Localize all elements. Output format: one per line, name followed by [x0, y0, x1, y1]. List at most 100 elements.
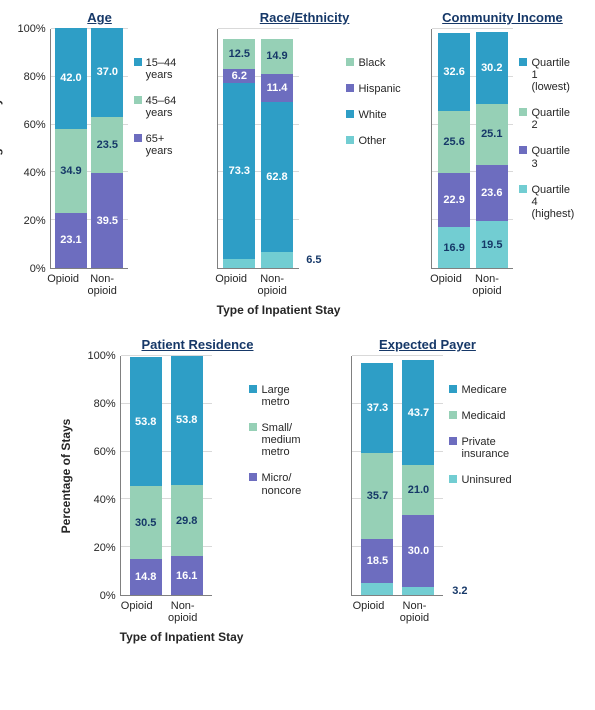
segment-value: 29.8 [176, 515, 197, 527]
bar-segment: 30.5 [130, 486, 162, 559]
bars-container: 23.134.942.039.523.537.0 [51, 29, 128, 268]
bar-segment: 30.0 [402, 515, 434, 587]
stacked-bar: 16.9 22.9 25.6 32.6 [438, 28, 470, 268]
x-tick-label: Opioid [345, 600, 391, 624]
plot-column: 5.018.535.737.33.230.021.043.7OpioidNon-… [351, 356, 443, 624]
segment-value: 62.8 [266, 171, 287, 183]
legend-item: 45–64 years [134, 95, 182, 119]
x-tick-label: Non-opioid [466, 273, 507, 297]
legend-swatch [134, 134, 142, 142]
chart-title: Age [87, 10, 112, 25]
x-tick-label: Opioid [425, 273, 466, 297]
legend-swatch [134, 58, 142, 66]
y-axis: Percentage of Stays100%80%60%40%20%0% [18, 29, 50, 269]
legend-label: Uninsured [461, 474, 511, 486]
bar-segment: 29.8 [171, 485, 203, 557]
legend-label: Medicaid [461, 410, 505, 422]
segment-value: 73.3 [229, 165, 250, 177]
chart-row: Age Percentage of Stays100%80%60%40%20%0%… [2, 10, 593, 317]
legend-item: Small/ medium metro [249, 422, 307, 458]
segment-value: 23.6 [481, 187, 502, 199]
x-tick-label: Non-opioid [83, 273, 122, 297]
plot-column: 23.134.942.039.523.537.0OpioidNon-opioid [50, 29, 128, 297]
legend-label: Quartile 2 [531, 107, 577, 131]
bar-segment: 35.7 [361, 453, 393, 539]
x-axis-labels: OpioidNon-opioid [431, 273, 513, 297]
charts-root: Age Percentage of Stays100%80%60%40%20%0%… [2, 10, 593, 644]
segment-value: 42.0 [60, 72, 81, 84]
legend-swatch [249, 423, 257, 431]
bar-segment: 16.1 [171, 556, 203, 595]
bar-segment: 42.0 [55, 28, 87, 129]
legend: BlackHispanicWhiteOther [346, 57, 396, 147]
legend: MedicareMedicaidPrivate insuranceUninsur… [449, 384, 507, 486]
plot-area: 23.134.942.039.523.537.0 [50, 29, 128, 269]
legend: Quartile 1 (lowest)Quartile 2Quartile 3Q… [519, 57, 577, 220]
segment-value: 25.6 [443, 136, 464, 148]
chart-body: 3.6 73.3 6.2 12.5 6.5 62.8 11.4 14.9 OpioidNon-o… [213, 29, 397, 317]
legend: 15–44 years 45–64 years 65+ years [134, 57, 182, 158]
legend-item: 65+ years [134, 133, 182, 157]
legend-label: Large metro [261, 384, 307, 408]
bars-container: 14.830.553.816.129.853.8 [121, 356, 212, 595]
legend-swatch [519, 108, 527, 116]
bar-segment: 3.2 [402, 587, 434, 595]
segment-value: 12.5 [229, 48, 250, 60]
segment-value: 39.5 [97, 215, 118, 227]
segment-value: 14.9 [266, 50, 287, 62]
bar-segment: 22.9 [438, 173, 470, 228]
segment-value: 16.9 [443, 242, 464, 254]
chart-body: 16.9 22.9 25.6 32.6 19.523.625.130.2 OpioidNo… [427, 29, 577, 297]
segment-value: 32.6 [443, 66, 464, 78]
bars-container: 3.6 73.3 6.2 12.5 6.5 62.8 11.4 14.9 [218, 29, 299, 268]
bar-segment: 6.5 [261, 252, 293, 268]
segment-value: 37.3 [367, 402, 388, 414]
legend-swatch [449, 385, 457, 393]
segment-value: 37.0 [97, 66, 118, 78]
legend-item: Hispanic [346, 83, 396, 95]
plot-area: 14.830.553.816.129.853.8 [120, 356, 212, 596]
bar-segment: 53.8 [130, 357, 162, 486]
x-tick-label: Opioid [211, 273, 252, 297]
legend-label: 45–64 years [146, 95, 182, 119]
legend-swatch [346, 136, 354, 144]
chart-row: Patient ResidencePercentage of Stays100%… [2, 337, 593, 644]
legend-label: 65+ years [146, 133, 182, 157]
chart-title: Community Income [442, 10, 563, 25]
segment-value: 35.7 [367, 490, 388, 502]
bar-segment: 3.6 [223, 259, 255, 268]
segment-value: 11.4 [267, 82, 288, 94]
chart-panel-income: Community Income 16.9 22.9 25.6 32.6 19.523.6… [427, 10, 577, 317]
legend-label: Small/ medium metro [261, 422, 307, 458]
chart-body: 5.018.535.737.33.230.021.043.7OpioidNon-… [347, 356, 507, 624]
bar-segment: 43.7 [402, 360, 434, 465]
chart-title: Patient Residence [142, 337, 254, 352]
chart-title: Race/Ethnicity [260, 10, 350, 25]
legend-item: Quartile 2 [519, 107, 577, 131]
stacked-bar: 19.523.625.130.2 [476, 28, 508, 268]
segment-value: 6.2 [232, 70, 247, 82]
plot-column: 16.9 22.9 25.6 32.6 19.523.625.130.2 OpioidNo… [431, 29, 513, 297]
legend-swatch [449, 437, 457, 445]
x-tick-label: Opioid [114, 600, 160, 624]
plot-area: 5.018.535.737.33.230.021.043.7 [351, 356, 443, 596]
segment-value: 14.8 [135, 571, 156, 583]
plot-area: 16.9 22.9 25.6 32.6 19.523.625.130.2 [431, 29, 513, 269]
stacked-bar: 39.523.537.0 [91, 28, 123, 268]
legend-label: Quartile 3 [531, 145, 577, 169]
x-axis-labels: OpioidNon-opioid [217, 273, 299, 297]
segment-value: 30.0 [408, 545, 429, 557]
bar-segment: 5.0 [361, 583, 393, 595]
x-tick-label: Non-opioid [160, 600, 206, 624]
legend-swatch [134, 96, 142, 104]
legend-label: 15–44 years [146, 57, 182, 81]
segment-value: 18.5 [367, 555, 388, 567]
legend-item: Quartile 4 (highest) [519, 184, 577, 220]
stacked-bar: 3.230.021.043.7 [402, 355, 434, 595]
y-axis-label: Percentage of Stays [59, 419, 73, 534]
bars-container: 16.9 22.9 25.6 32.6 19.523.625.130.2 [432, 29, 513, 268]
segment-value: 34.9 [60, 165, 81, 177]
x-axis-labels: OpioidNon-opioid [351, 600, 443, 624]
legend-swatch [519, 146, 527, 154]
x-axis-title: Type of Inpatient Stay [120, 630, 244, 644]
